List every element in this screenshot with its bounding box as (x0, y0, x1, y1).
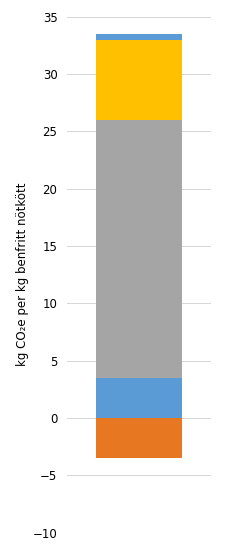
Bar (96, 34, 182, 39)
Y-axis label: kg CO₂e per kg benfritt nötkött: kg CO₂e per kg benfritt nötkött (16, 183, 29, 366)
Bar (96, 120, 182, 378)
Bar (96, 418, 182, 458)
Bar (96, 39, 182, 120)
Bar (96, 378, 182, 418)
